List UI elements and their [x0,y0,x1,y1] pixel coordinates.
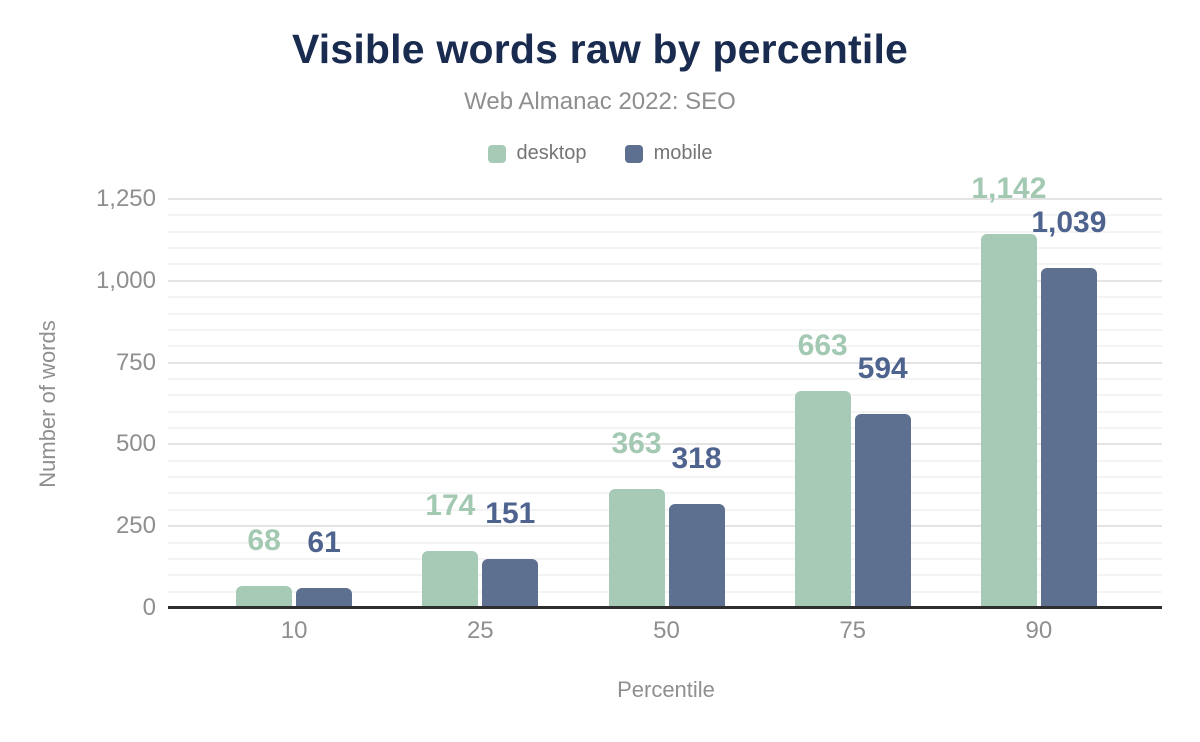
minor-gridline [168,410,1162,413]
legend-label-mobile: mobile [653,142,713,164]
minor-gridline [168,394,1162,397]
y-tick-label: 250 [115,512,156,540]
mobile-swatch-icon [624,144,643,163]
desktop-value-label: 68 [247,523,281,557]
mobile-bar[interactable] [296,588,353,608]
major-gridline [168,443,1162,446]
minor-gridline [168,345,1162,348]
minor-gridline [168,590,1162,593]
y-tick-label: 500 [115,430,156,458]
desktop-value-label: 363 [611,427,662,461]
x-axis-title: Percentile [617,677,715,702]
minor-gridline [168,296,1162,299]
minor-gridline [168,247,1162,250]
legend: desktop mobile [0,142,1200,165]
major-gridline [168,525,1162,528]
minor-gridline [168,492,1162,495]
x-tick-label: 75 [839,617,867,644]
major-gridline [168,361,1162,364]
chart-subtitle: Web Almanac 2022: SEO [464,88,736,115]
legend-item-desktop[interactable]: desktop [487,142,587,165]
minor-gridline [168,328,1162,331]
mobile-value-label: 61 [307,526,341,560]
mobile-bar[interactable] [668,503,725,608]
mobile-bar[interactable] [854,413,911,608]
desktop-bar[interactable] [980,234,1037,608]
mobile-value-label: 594 [857,351,908,385]
minor-gridline [168,459,1162,462]
x-tick-label: 10 [280,617,308,644]
x-tick-label: 90 [1025,617,1053,644]
minor-gridline [168,476,1162,479]
x-tick-label: 25 [466,617,494,644]
minor-gridline [168,427,1162,430]
legend-item-mobile[interactable]: mobile [624,142,713,165]
desktop-bar[interactable] [236,585,293,608]
desktop-value-label: 174 [425,489,476,523]
major-gridline [168,279,1162,282]
minor-gridline [168,574,1162,577]
chart-title: Visible words raw by percentile [291,26,909,72]
minor-gridline [168,377,1162,380]
minor-gridline [168,541,1162,544]
desktop-value-label: 1,142 [971,172,1047,206]
mobile-value-label: 151 [485,496,536,530]
minor-gridline [168,557,1162,560]
y-tick-label: 1,250 [95,185,156,212]
major-gridline [168,198,1162,200]
y-tick-label: 750 [115,348,156,376]
minor-gridline [168,214,1162,217]
mobile-bar[interactable] [482,558,539,608]
x-tick-label: 50 [653,617,680,644]
y-tick-label: 0 [142,594,156,621]
mobile-value-label: 1,039 [1031,206,1107,240]
desktop-bar[interactable] [794,391,851,608]
desktop-swatch-icon [487,144,506,163]
minor-gridline [168,508,1162,511]
y-tick-label: 1,000 [95,266,156,294]
minor-gridline [168,263,1162,266]
x-axis-line [168,606,1162,609]
desktop-value-label: 663 [797,329,848,363]
mobile-value-label: 318 [671,441,722,475]
desktop-bar[interactable] [608,489,665,608]
minor-gridline [168,312,1162,315]
desktop-bar[interactable] [422,551,479,608]
minor-gridline [168,230,1162,233]
y-axis-title: Number of words [35,320,60,488]
legend-label-desktop: desktop [516,142,587,164]
mobile-bar[interactable] [1040,268,1097,608]
